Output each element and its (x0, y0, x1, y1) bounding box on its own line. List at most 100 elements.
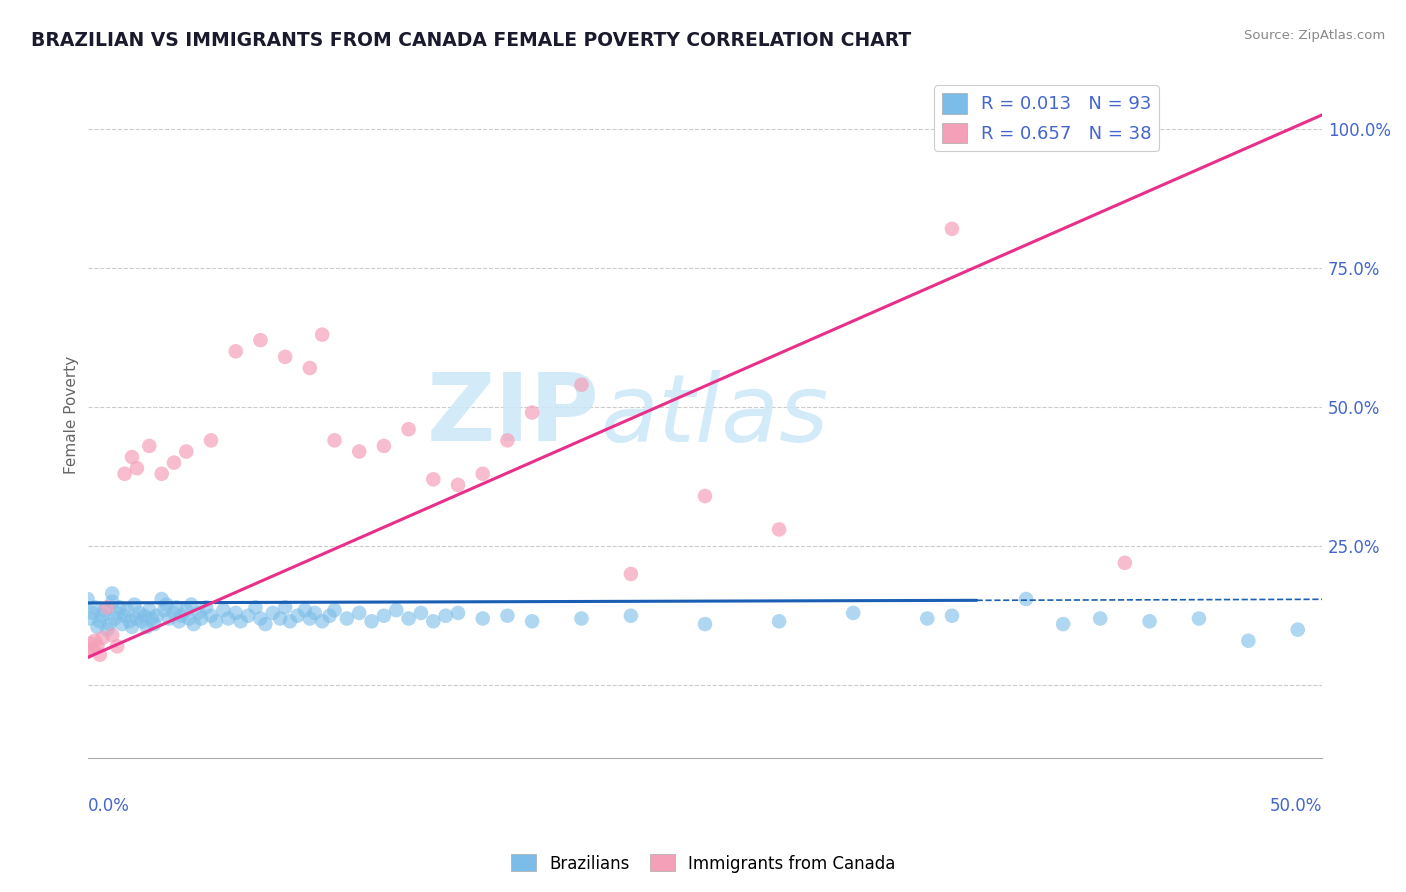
Point (163, 606, 186, 620)
Point (177, 611, 200, 625)
Point (360, 615, 382, 629)
Point (105, 640, 128, 654)
Point (373, 439, 395, 453)
Point (86, 640, 108, 654)
Point (84, 633, 107, 648)
Point (101, 595, 124, 609)
Point (236, 608, 259, 623)
Point (86, 620, 108, 634)
Text: 0.0%: 0.0% (87, 797, 129, 814)
Point (768, 523, 790, 537)
Point (166, 600, 188, 615)
Point (79, 636, 101, 650)
Point (105, 606, 128, 620)
Point (434, 608, 457, 623)
Point (311, 615, 333, 629)
Point (262, 606, 284, 620)
Point (205, 615, 228, 629)
Point (143, 617, 166, 632)
Point (91, 631, 114, 645)
Point (249, 611, 271, 625)
Point (373, 608, 395, 623)
Point (1188, 611, 1211, 625)
Point (620, 566, 643, 581)
Point (118, 615, 141, 629)
Point (1052, 617, 1074, 632)
Point (170, 608, 193, 623)
Point (422, 615, 444, 629)
Point (200, 434, 222, 448)
Point (108, 600, 131, 615)
Point (571, 377, 593, 392)
Point (225, 344, 247, 359)
Point (298, 361, 321, 376)
Text: Source: ZipAtlas.com: Source: ZipAtlas.com (1244, 29, 1385, 42)
Point (269, 611, 291, 625)
Point (187, 606, 209, 620)
Point (134, 608, 156, 623)
Point (274, 350, 297, 364)
Text: atlas: atlas (600, 370, 828, 461)
Point (254, 617, 277, 632)
Point (114, 467, 136, 481)
Point (138, 603, 160, 617)
Point (111, 617, 134, 632)
Point (125, 461, 148, 475)
Point (249, 333, 271, 347)
Point (917, 611, 939, 625)
Point (385, 603, 408, 617)
Point (82, 606, 104, 620)
Point (183, 617, 205, 632)
Point (76, 592, 98, 607)
Point (121, 450, 143, 464)
Point (398, 611, 420, 625)
Point (496, 434, 519, 448)
Point (84, 600, 107, 615)
Point (176, 444, 198, 458)
Point (347, 606, 370, 620)
Point (135, 620, 157, 634)
Point (101, 628, 124, 642)
Point (96, 623, 118, 637)
Point (82, 642, 104, 657)
Point (768, 615, 790, 629)
Point (145, 608, 167, 623)
Point (153, 603, 176, 617)
Point (1237, 633, 1260, 648)
Legend: Brazilians, Immigrants from Canada: Brazilians, Immigrants from Canada (505, 847, 901, 880)
Point (471, 467, 494, 481)
Point (693, 617, 716, 632)
Point (447, 606, 470, 620)
Point (212, 603, 235, 617)
Point (1015, 592, 1038, 607)
Point (571, 611, 593, 625)
Point (304, 606, 326, 620)
Point (336, 611, 359, 625)
Point (76, 645, 98, 659)
Point (89, 615, 111, 629)
Point (245, 600, 267, 615)
Point (155, 598, 177, 612)
Point (1139, 615, 1161, 629)
Point (163, 456, 186, 470)
Point (520, 405, 543, 419)
Point (96, 600, 118, 615)
Point (278, 615, 301, 629)
Point (298, 611, 321, 625)
Text: ZIP: ZIP (427, 369, 600, 461)
Text: BRAZILIAN VS IMMIGRANTS FROM CANADA FEMALE POVERTY CORRELATION CHART: BRAZILIAN VS IMMIGRANTS FROM CANADA FEMA… (31, 31, 911, 50)
Point (128, 606, 150, 620)
Point (150, 592, 173, 607)
Point (287, 608, 309, 623)
Point (79, 611, 101, 625)
Point (229, 615, 252, 629)
Point (195, 600, 218, 615)
Point (318, 608, 340, 623)
Point (138, 439, 160, 453)
Point (620, 608, 643, 623)
Point (471, 611, 494, 625)
Point (200, 608, 222, 623)
Point (114, 608, 136, 623)
Y-axis label: Female Poverty: Female Poverty (65, 356, 79, 475)
Point (124, 598, 146, 612)
